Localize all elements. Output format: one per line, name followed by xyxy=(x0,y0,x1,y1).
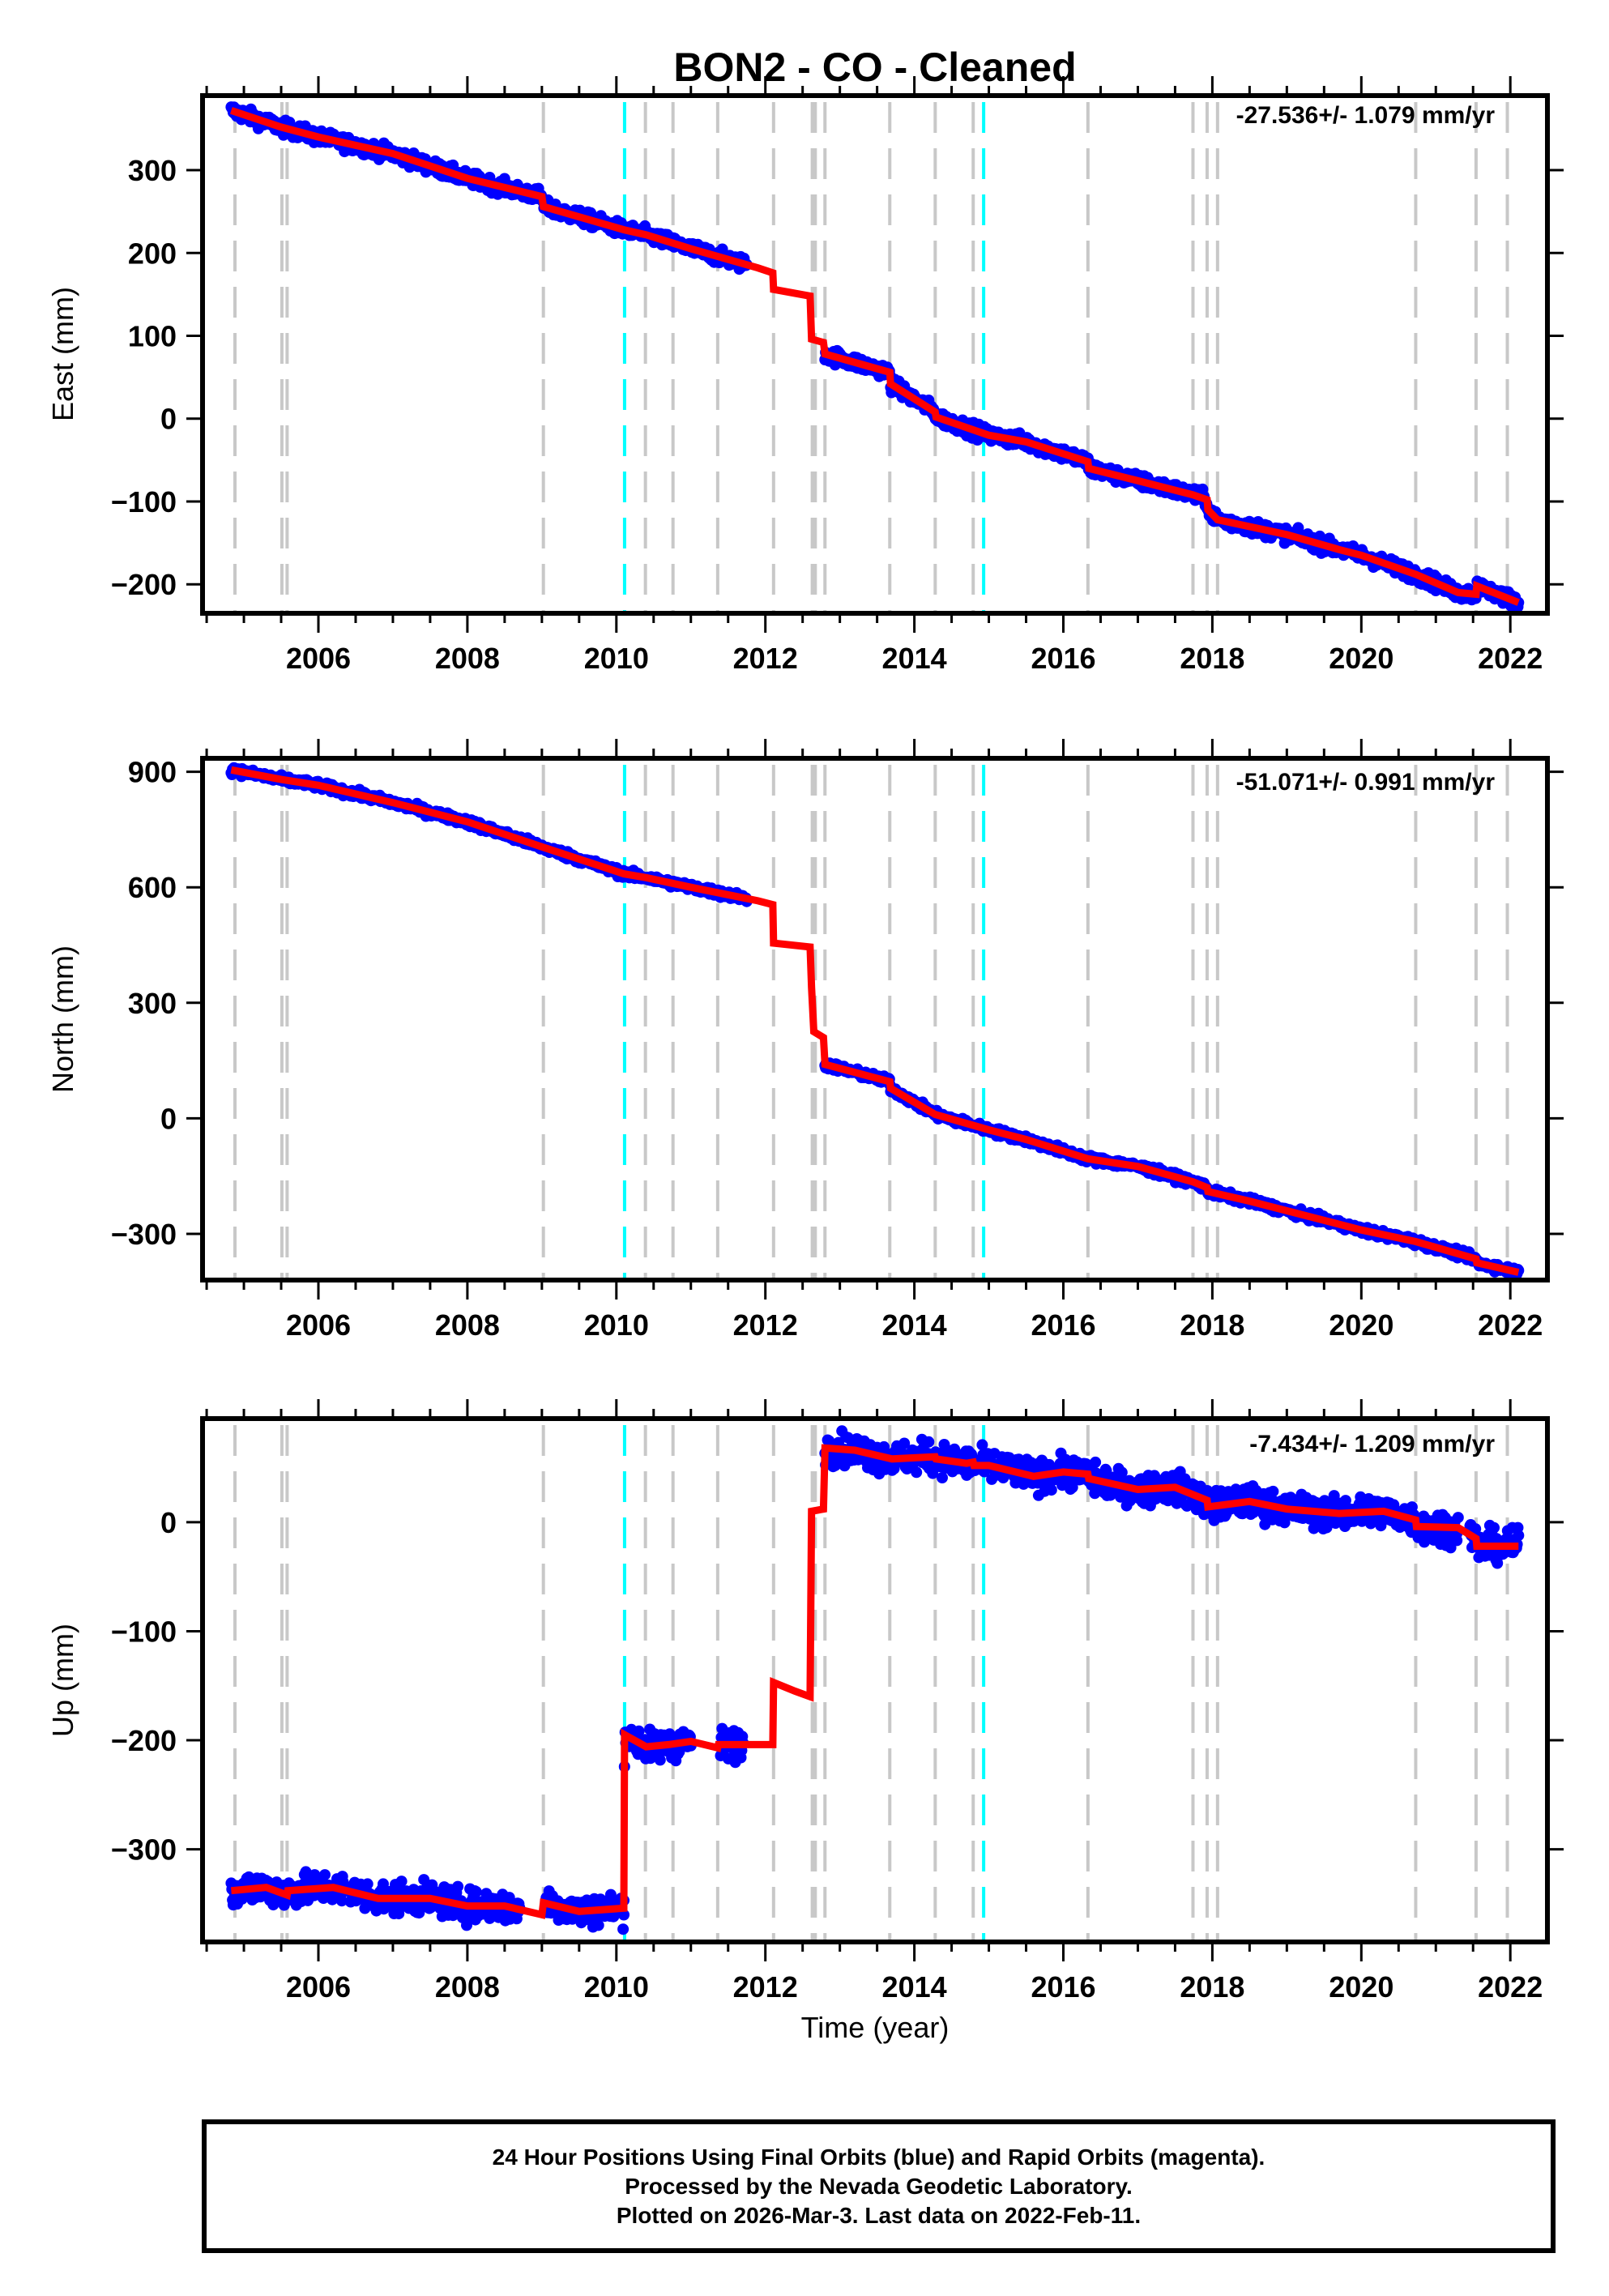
up-y-axis-label: Up (mm) xyxy=(46,1624,79,1737)
x-tick-label: 2018 xyxy=(1180,642,1244,675)
y-tick-label: 300 xyxy=(128,154,177,187)
north-model-line xyxy=(230,766,1520,1276)
data-point xyxy=(592,1919,604,1931)
data-point xyxy=(654,1754,666,1766)
data-point xyxy=(927,1467,939,1479)
y-tick-label: 100 xyxy=(128,319,177,352)
data-point xyxy=(911,1466,923,1479)
x-tick-label: 2020 xyxy=(1329,642,1393,675)
data-point xyxy=(898,1437,911,1449)
y-tick-label: 300 xyxy=(128,987,177,1020)
north-panel: North (mm) 2006 2008 2010 2012 2014 2016 2018 2… xyxy=(46,739,1564,1342)
data-point xyxy=(1090,1456,1102,1468)
data-point xyxy=(361,1878,373,1890)
y-tick-label: 0 xyxy=(160,403,177,436)
y-tick-label: 600 xyxy=(128,871,177,904)
north-rate-label: -51.071+/- 0.991 mm/yr xyxy=(1236,769,1496,796)
x-tick-label: 2016 xyxy=(1031,642,1095,675)
data-point xyxy=(937,1472,948,1483)
data-point xyxy=(395,1876,408,1888)
y-tick-label: −300 xyxy=(111,1218,177,1251)
y-tick-label: 900 xyxy=(128,756,177,789)
x-tick-label: 2014 xyxy=(882,1308,947,1342)
x-tick-label: 2008 xyxy=(435,642,500,675)
x-tick-label: 2012 xyxy=(733,642,798,675)
x-tick-label: 2022 xyxy=(1478,642,1543,675)
east-rate-label: -27.536+/- 1.079 mm/yr xyxy=(1236,102,1496,129)
data-point xyxy=(319,1869,331,1881)
north-y-axis-label: North (mm) xyxy=(46,945,79,1093)
x-tick-label: 2010 xyxy=(584,1308,649,1342)
x-tick-label: 2006 xyxy=(286,642,351,675)
y-tick-label: −200 xyxy=(111,568,177,601)
x-tick-label: 2010 xyxy=(584,642,649,675)
east-model-line xyxy=(229,107,1520,606)
data-point xyxy=(1045,1484,1057,1496)
north-data-points xyxy=(225,762,1525,1280)
x-tick-label: 2006 xyxy=(286,1308,351,1342)
y-tick-label: 200 xyxy=(128,237,177,270)
data-point xyxy=(335,1895,348,1907)
east-frame xyxy=(200,93,1550,616)
north-plot-area xyxy=(225,762,1525,1280)
x-tick-label: 2012 xyxy=(733,1308,798,1342)
data-point xyxy=(452,1880,464,1893)
east-y-axis-label: East (mm) xyxy=(46,287,79,421)
east-panel: East (mm) 2006 2008 2010 2012 2014 2016 2018 20… xyxy=(46,76,1564,675)
data-point xyxy=(976,1439,988,1451)
data-point xyxy=(470,1886,482,1897)
x-tick-label: 2018 xyxy=(1180,1308,1244,1342)
data-point xyxy=(1066,1481,1078,1493)
x-tick-label: 2008 xyxy=(435,1308,500,1342)
x-axis-label: Time (year) xyxy=(801,2011,950,2044)
data-point xyxy=(617,1923,630,1935)
data-point xyxy=(278,1899,290,1911)
north-frame xyxy=(200,756,1550,1282)
up-data-points xyxy=(225,1425,1525,1935)
x-tick-label: 2020 xyxy=(1329,1308,1393,1342)
x-tick-label: 2022 xyxy=(1478,1308,1543,1342)
east-plot-area xyxy=(225,101,1525,613)
x-tick-label: 2016 xyxy=(1031,1308,1095,1342)
chart-title: BON2 - CO - Cleaned xyxy=(673,45,1076,90)
up-plot-area xyxy=(225,1425,1525,1942)
data-point xyxy=(1104,1489,1116,1501)
x-tick-label: 2014 xyxy=(882,642,947,675)
y-tick-label: 0 xyxy=(160,1102,177,1135)
east-data-points xyxy=(225,101,1525,612)
data-point xyxy=(300,1866,312,1878)
data-point xyxy=(633,1725,645,1737)
data-point xyxy=(1116,1466,1128,1479)
up-panel: Up (mm) Time (year) 2006 2008 2010 2012 2014… xyxy=(46,1399,1564,2044)
y-tick-label: −100 xyxy=(111,485,177,519)
data-point xyxy=(923,1436,935,1448)
